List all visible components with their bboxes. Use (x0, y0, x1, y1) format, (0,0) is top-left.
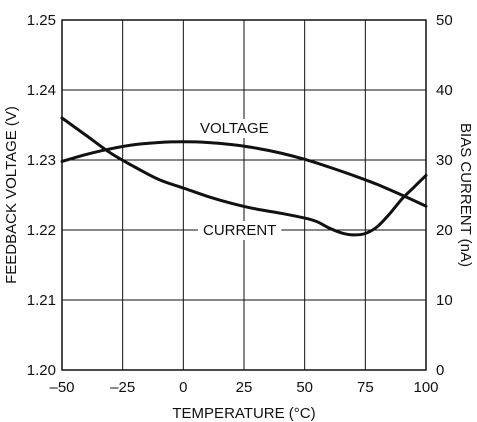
grid (62, 20, 426, 370)
y-left-tick-label: 1.23 (27, 152, 56, 169)
x-tick-label: 100 (413, 379, 438, 396)
current-annotation: CURRENT (203, 222, 276, 239)
x-tick-label: –25 (110, 379, 135, 396)
series-line-current (60, 116, 428, 237)
y-right-axis-title: BIAS CURRENT (nA) (457, 123, 474, 267)
y-left-tick-label: 1.20 (27, 362, 56, 379)
y-right-tick-label: 30 (436, 152, 453, 169)
voltage-annotation: VOLTAGE (200, 120, 269, 137)
y-left-tick-label: 1.21 (27, 292, 56, 309)
series-line-voltage (60, 140, 428, 208)
y-left-tick-label: 1.24 (27, 82, 56, 99)
x-tick-label: –50 (49, 379, 74, 396)
x-tick-label: 0 (179, 379, 187, 396)
x-tick-label: 75 (357, 379, 374, 396)
y-left-axis-title: FEEDBACK VOLTAGE (V) (3, 106, 20, 284)
x-tick-label: 25 (236, 379, 253, 396)
y-left-tick-label: 1.25 (27, 12, 56, 29)
y-right-tick-label: 20 (436, 222, 453, 239)
x-axis-title: TEMPERATURE (°C) (172, 405, 315, 422)
y-right-tick-label: 0 (436, 362, 444, 379)
y-right-tick-label: 10 (436, 292, 453, 309)
tick-labels: –50 –25 0 25 50 75 1001.201.211.221.231.241.25… (27, 12, 453, 396)
y-right-tick-label: 50 (436, 12, 453, 29)
current-label-background (198, 221, 282, 240)
voltage-label-background (195, 119, 274, 138)
plot-frame (61, 19, 427, 371)
x-tick-label: 50 (296, 379, 313, 396)
series-layer (60, 116, 428, 237)
y-right-tick-label: 40 (436, 82, 453, 99)
y-left-tick-label: 1.22 (27, 222, 56, 239)
